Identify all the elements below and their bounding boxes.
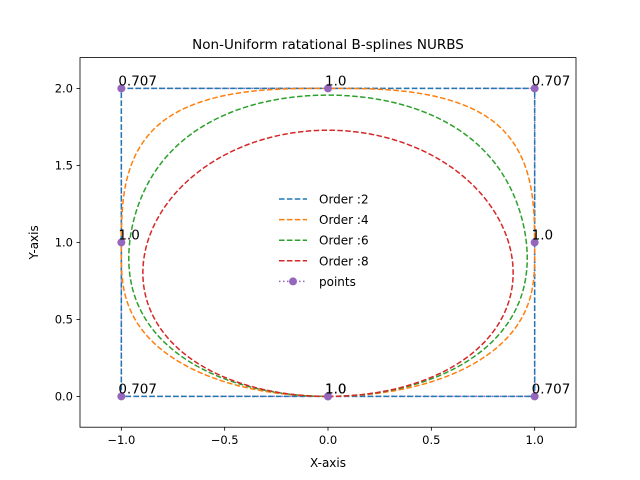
x-axis-label: X-axis	[310, 456, 346, 470]
legend-label: points	[319, 275, 356, 289]
y-axis-ticks: 0.0 0.5 1.0 1.5 2.0	[55, 81, 80, 403]
weight-label: 0.707	[118, 381, 157, 397]
x-tick-label: 1.0	[526, 433, 544, 447]
x-tick-label: 0.5	[422, 433, 440, 447]
x-tick-label: −1.0	[107, 433, 135, 447]
series-line-order-4	[120, 87, 536, 398]
y-tick-label: 1.5	[55, 158, 73, 172]
chart-title: Non-Uniform ratational B-splines NURBS	[192, 37, 464, 53]
legend-label: Order :8	[319, 254, 369, 268]
weight-label: 0.707	[118, 73, 157, 89]
control-point	[530, 392, 539, 401]
x-tick-label: −0.5	[211, 433, 239, 447]
weight-label: 0.707	[532, 381, 571, 397]
series-line-order-8	[142, 129, 514, 398]
control-point	[324, 392, 332, 401]
legend-label: Order :6	[319, 234, 369, 248]
control-point	[324, 84, 332, 93]
y-tick-label: 1.0	[55, 235, 73, 249]
weight-label: 1.0	[325, 381, 346, 397]
series-line-order-6	[128, 94, 528, 398]
y-axis-label: Y-axis	[27, 225, 41, 260]
y-tick-label: 0.5	[55, 312, 73, 326]
legend-label: Order :2	[319, 193, 369, 207]
legend-marker-points	[289, 277, 297, 286]
legend: Order :2 Order :4 Order :6 Order :8 points	[279, 193, 369, 289]
weight-label: 1.0	[118, 227, 139, 243]
y-tick-label: 0.0	[55, 389, 73, 403]
x-tick-label: 0.0	[319, 433, 337, 447]
control-point	[117, 392, 126, 401]
weight-label: 1.0	[325, 73, 346, 89]
weight-label: 0.707	[532, 73, 571, 89]
weight-label: 1.0	[532, 227, 553, 243]
y-tick-label: 2.0	[55, 81, 73, 95]
x-axis-ticks: −1.0 −0.5 0.0 0.5 1.0	[107, 427, 544, 447]
control-point	[117, 84, 126, 93]
control-point	[530, 238, 539, 247]
legend-label: Order :4	[319, 213, 369, 227]
control-point	[117, 238, 126, 247]
control-point	[530, 84, 539, 93]
